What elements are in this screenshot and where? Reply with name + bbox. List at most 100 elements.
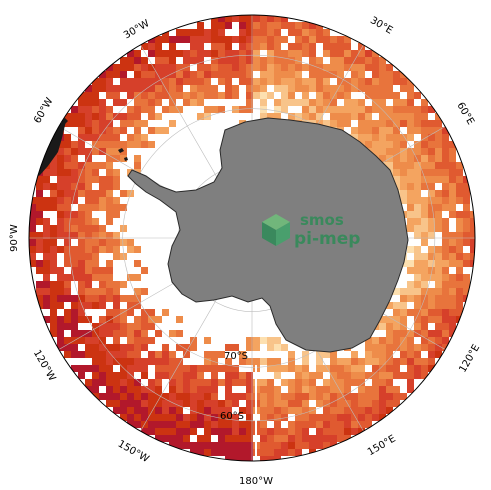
- data-cell: [50, 162, 57, 169]
- data-cell: [428, 295, 435, 302]
- data-cell: [190, 372, 197, 379]
- data-cell: [141, 92, 148, 99]
- data-cell: [316, 120, 323, 127]
- data-cell: [274, 71, 281, 78]
- data-cell: [435, 155, 442, 162]
- data-cell: [442, 344, 449, 351]
- data-cell: [428, 141, 435, 148]
- data-cell: [113, 358, 120, 365]
- data-cell: [393, 400, 400, 407]
- data-cell: [421, 204, 428, 211]
- data-cell: [190, 449, 197, 456]
- data-cell: [365, 344, 372, 351]
- data-cell: [211, 400, 218, 407]
- data-cell: [50, 197, 57, 204]
- data-cell: [365, 134, 372, 141]
- data-cell: [183, 400, 190, 407]
- data-cell: [57, 225, 64, 232]
- data-cell: [218, 351, 225, 358]
- data-cell: [414, 267, 421, 274]
- data-cell: [379, 365, 386, 372]
- data-cell: [127, 113, 134, 120]
- data-cell: [365, 414, 372, 421]
- data-cell: [204, 85, 211, 92]
- data-cell: [162, 57, 169, 64]
- data-cell: [379, 148, 386, 155]
- data-cell: [246, 92, 253, 99]
- data-cell: [78, 225, 85, 232]
- data-cell: [295, 393, 302, 400]
- data-cell: [169, 99, 176, 106]
- data-cell: [71, 330, 78, 337]
- data-cell: [92, 379, 99, 386]
- data-cell: [351, 50, 358, 57]
- data-cell: [204, 50, 211, 57]
- data-cell: [379, 379, 386, 386]
- data-cell: [232, 393, 239, 400]
- data-cell: [421, 134, 428, 141]
- data-cell: [134, 50, 141, 57]
- data-cell: [183, 428, 190, 435]
- data-cell: [323, 92, 330, 99]
- data-cell: [36, 246, 43, 253]
- data-cell: [113, 197, 120, 204]
- data-cell: [323, 442, 330, 449]
- data-cell: [393, 386, 400, 393]
- data-cell: [267, 379, 274, 386]
- data-cell: [323, 99, 330, 106]
- data-cell: [386, 92, 393, 99]
- data-cell: [407, 183, 414, 190]
- data-cell: [106, 176, 113, 183]
- data-cell: [337, 85, 344, 92]
- data-cell: [456, 197, 463, 204]
- data-cell: [218, 50, 225, 57]
- data-cell: [379, 344, 386, 351]
- data-cell: [71, 267, 78, 274]
- data-cell: [330, 85, 337, 92]
- data-cell: [330, 50, 337, 57]
- data-cell: [120, 372, 127, 379]
- data-cell: [421, 365, 428, 372]
- data-cell: [134, 288, 141, 295]
- data-cell: [113, 169, 120, 176]
- data-cell: [85, 337, 92, 344]
- data-cell: [337, 379, 344, 386]
- data-cell: [393, 176, 400, 183]
- data-cell: [456, 302, 463, 309]
- data-cell: [393, 78, 400, 85]
- map-disc: smos pi-mep: [29, 15, 475, 461]
- data-cell: [421, 183, 428, 190]
- data-cell: [281, 407, 288, 414]
- data-cell: [288, 57, 295, 64]
- data-cell: [204, 449, 211, 456]
- data-cell: [71, 141, 78, 148]
- data-cell: [134, 246, 141, 253]
- data-cell: [106, 141, 113, 148]
- data-cell: [99, 162, 106, 169]
- data-cell: [176, 379, 183, 386]
- data-cell: [267, 57, 274, 64]
- data-cell: [71, 232, 78, 239]
- data-cell: [330, 428, 337, 435]
- data-cell: [246, 456, 253, 461]
- data-cell: [351, 414, 358, 421]
- data-cell: [183, 36, 190, 43]
- data-cell: [246, 379, 253, 386]
- data-cell: [85, 197, 92, 204]
- data-cell: [407, 113, 414, 120]
- data-cell: [309, 36, 316, 43]
- data-cell: [246, 372, 253, 379]
- data-cell: [204, 92, 211, 99]
- data-cell: [407, 176, 414, 183]
- data-cell: [267, 407, 274, 414]
- data-cell: [302, 85, 309, 92]
- data-cell: [372, 365, 379, 372]
- data-cell: [64, 197, 71, 204]
- data-cell: [365, 400, 372, 407]
- data-cell: [246, 344, 253, 351]
- data-cell: [99, 190, 106, 197]
- data-cell: [29, 253, 36, 260]
- data-cell: [64, 113, 71, 120]
- data-cell: [155, 393, 162, 400]
- data-cell: [253, 92, 260, 99]
